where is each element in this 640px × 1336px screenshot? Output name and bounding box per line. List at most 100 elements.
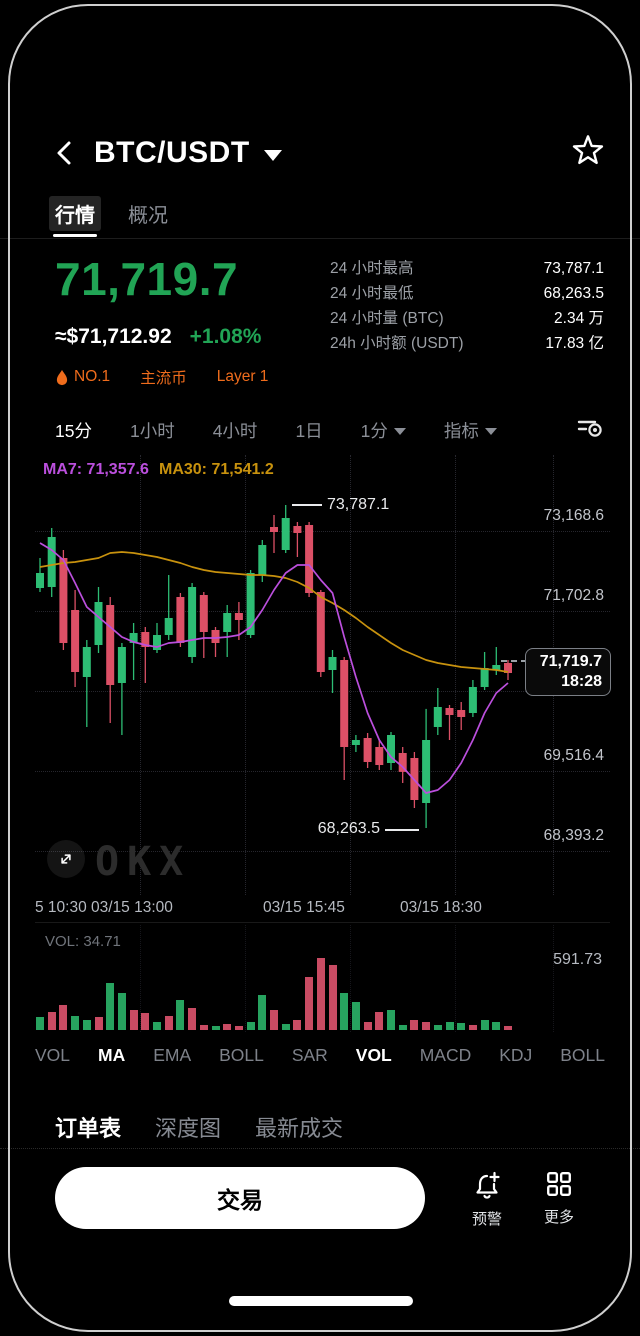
tab-market[interactable]: 行情 [49,196,101,231]
badge-1[interactable]: 主流币 [140,370,187,387]
indicator-sar-4[interactable]: SAR [291,1044,328,1065]
volume-bar [36,1017,44,1030]
y-axis-label: 73,168.6 [543,507,604,524]
timeframe-2[interactable]: 4小时 [212,420,258,441]
indicator-vol-0[interactable]: VOL [35,1044,71,1065]
badge-2[interactable]: Layer 1 [216,368,269,385]
more-button[interactable]: 更多 [529,1170,589,1227]
volume-bar [468,1025,477,1030]
top-tabs: 行情 概况 [0,190,640,239]
volume-bar [375,1012,384,1030]
volume-pane[interactable]: VOL: 34.71 591.73 [35,925,610,1032]
flame-icon [56,369,68,385]
indicator-ema-2[interactable]: EMA [153,1044,192,1065]
stat-label: 24h 小时额 (USDT) [330,335,464,352]
volume-bar [117,993,126,1030]
indicator-macd-6[interactable]: MACD [419,1044,472,1065]
stat-value: 68,263.5 [543,285,604,302]
volume-bar [59,1005,68,1030]
timeframe-4[interactable]: 1分 [361,418,406,443]
alert-button[interactable]: 预警 [457,1170,517,1229]
indicator-boll-8[interactable]: BOLL [560,1044,605,1065]
grid-line [140,925,141,1032]
volume-bar [270,1010,278,1030]
last-price-tag: 71,719.7 18:28 [525,648,611,696]
volume-bar [188,1008,197,1030]
grid-line [455,455,456,895]
back-chevron-icon [57,141,71,165]
page-title: BTC/USDT [94,136,250,169]
more-label: 更多 [543,1209,574,1226]
timeframe-5[interactable]: 指标 [444,418,497,443]
price-subline: ≈$71,712.92 +1.08% [55,325,261,349]
indicator-tabs: VOL MA EMA BOLL SAR VOL MACD KDJ BOLL [35,1040,605,1070]
volume-bar [246,1022,255,1030]
timeframe-3[interactable]: 1日 [295,420,323,441]
volume-bar [398,1025,407,1030]
chart-settings-button[interactable] [576,416,604,445]
grid-line [35,531,610,532]
back-button[interactable] [52,138,78,168]
expand-icon [61,854,71,864]
fullscreen-button[interactable] [47,840,85,878]
volume-bar [223,1024,232,1030]
caret-down-icon [484,428,497,436]
bottom-tab-2[interactable]: 最新成交 [255,1116,344,1141]
grid-icon [547,1172,571,1196]
low-annotation: 68,263.5 [317,820,380,837]
volume-bar [457,1023,466,1030]
caret-down-icon [393,428,406,436]
stat-label: 24 小时最低 [330,285,414,302]
volume-bar [433,1025,442,1030]
volume-bar [129,1010,138,1030]
indicator-boll-3[interactable]: BOLL [219,1044,264,1065]
timeframe-0[interactable]: 15分 [55,420,92,441]
bottom-tab-1[interactable]: 深度图 [155,1116,222,1141]
bottom-tab-0[interactable]: 订单表 [55,1116,122,1141]
stat-row: 24 小时最高 73,787.1 [330,256,604,281]
volume-bar [71,1016,80,1030]
volume-bar [258,995,267,1030]
header: BTC/USDT [52,130,604,176]
volume-bar [340,993,349,1030]
volume-bar [47,1012,56,1030]
divider [0,1148,640,1149]
x-axis-label: 03/15 15:45 [263,899,345,916]
pair-dropdown-icon[interactable] [263,149,282,161]
tag-time: 18:28 [561,673,602,690]
stat-value: 17.83 亿 [545,335,604,352]
stat-label: 24 小时最高 [330,260,414,277]
stat-value: 73,787.1 [543,260,604,277]
favorite-star-button[interactable] [572,134,604,172]
indicator-vol-5[interactable]: VOL [355,1044,392,1065]
indicator-ma-1[interactable]: MA [98,1044,126,1065]
chart-settings-icon [577,420,602,437]
alert-label: 预警 [471,1211,502,1228]
price-tag-dash [501,660,527,662]
tab-overview[interactable]: 概况 [128,205,168,227]
timeframe-1[interactable]: 1小时 [129,420,175,441]
active-tab-underline [53,234,97,237]
stat-value: 2.34 万 [554,310,604,327]
volume-bar [106,983,115,1030]
volume-axis-label: 591.73 [553,951,602,968]
volume-bar [492,1022,501,1030]
y-axis-label: 68,393.2 [543,827,604,844]
candlestick-chart[interactable]: MA7: 71,357.6 MA30: 71,541.2 73,787.1 68… [35,455,611,895]
stat-label: 24 小时量 (BTC) [330,310,444,327]
x-axis-label: 5 10:30 [35,899,87,916]
grid-line [350,455,351,895]
volume-bar [82,1020,91,1030]
volume-bar [153,1022,161,1030]
trade-button[interactable]: 交易 [55,1167,425,1229]
home-indicator[interactable] [229,1296,413,1306]
volume-bar [164,1016,173,1030]
badge-0[interactable]: NO.1 [55,368,110,386]
volume-bar [293,1020,302,1030]
indicator-kdj-7[interactable]: KDJ [499,1044,533,1065]
last-price: 71,719.7 [55,253,239,305]
volume-bar [281,1024,290,1030]
volume-bar [328,965,337,1030]
ma7-legend: MA7: 71,357.6 [43,461,149,478]
bottom-tabs: 订单表 深度图 最新成交 [55,1106,604,1148]
